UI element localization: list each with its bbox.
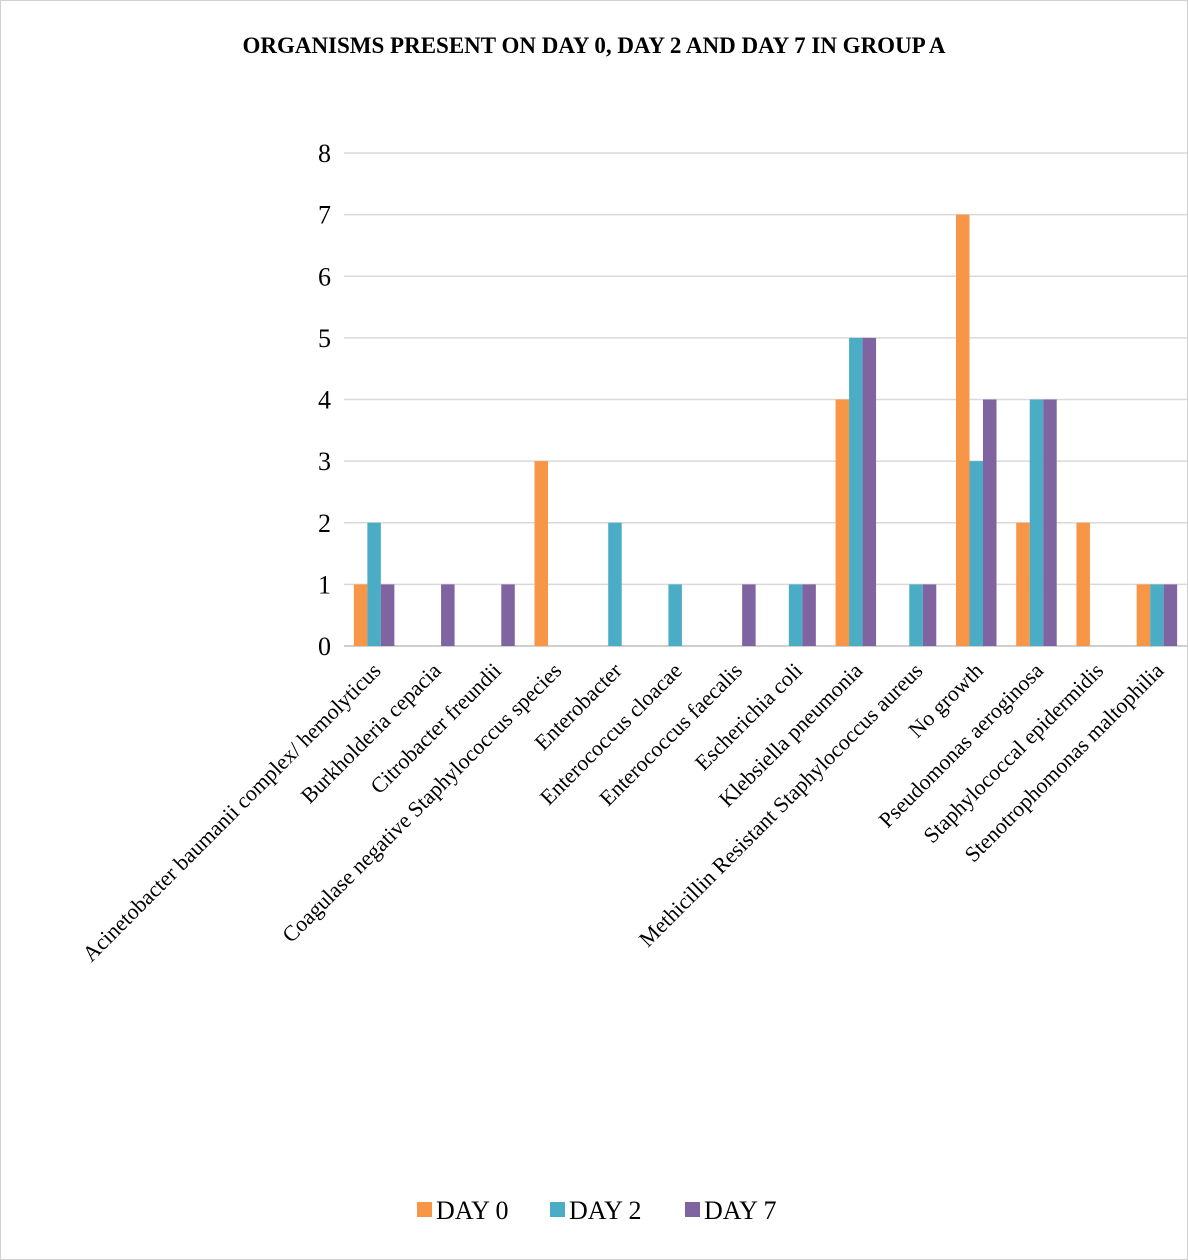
chart-title: ORGANISMS PRESENT ON DAY 0, DAY 2 AND DA… — [242, 33, 945, 58]
bar — [441, 584, 455, 647]
y-axis-ticks: 0 1 2 3 4 5 6 7 8 — [318, 139, 331, 661]
bar — [909, 584, 923, 647]
legend: DAY 0 DAY 2 DAY 7 — [417, 1196, 776, 1225]
bar — [983, 399, 997, 646]
x-tick-label: Escherichia coli — [690, 658, 807, 775]
bar — [1076, 522, 1090, 646]
bar — [802, 584, 816, 647]
bar — [608, 522, 622, 646]
bar — [788, 584, 803, 647]
bar — [862, 337, 877, 647]
bar — [380, 584, 395, 647]
legend-label: DAY 2 — [569, 1196, 641, 1225]
legend-swatch — [685, 1202, 700, 1217]
bars — [353, 214, 1178, 647]
bar — [956, 214, 970, 647]
legend-swatch — [417, 1202, 432, 1217]
legend-label: DAY 7 — [704, 1196, 776, 1225]
x-tick-label: Coagulase negative Staphylococcus specie… — [277, 658, 566, 947]
bar — [501, 584, 515, 647]
legend-label: DAY 0 — [436, 1196, 508, 1225]
bar — [1029, 399, 1044, 646]
bar — [849, 337, 863, 647]
y-tick-label: 0 — [318, 632, 331, 661]
y-tick-label: 3 — [318, 447, 331, 476]
legend-swatch — [550, 1202, 565, 1217]
bar — [534, 461, 548, 647]
x-axis-ticks: Acinetobacter baumanii complex/ hemolyti… — [77, 657, 1168, 966]
bar — [922, 584, 937, 647]
bar — [353, 584, 368, 647]
bar — [668, 584, 682, 647]
bar — [1043, 399, 1057, 646]
bar — [1136, 584, 1151, 647]
y-tick-label: 8 — [318, 139, 331, 168]
gridlines — [344, 152, 1187, 647]
bar — [367, 522, 381, 646]
bar — [1016, 522, 1030, 646]
y-tick-label: 1 — [318, 570, 331, 599]
y-tick-label: 2 — [318, 509, 331, 538]
bar — [969, 461, 983, 647]
bar — [742, 584, 756, 647]
x-tick-label: Acinetobacter baumanii complex/ hemolyti… — [77, 658, 385, 966]
bar — [1150, 584, 1164, 647]
bar — [1163, 584, 1178, 647]
y-tick-label: 7 — [318, 201, 331, 230]
bar — [835, 399, 850, 646]
y-tick-label: 6 — [318, 262, 331, 291]
y-tick-label: 5 — [318, 324, 331, 353]
y-tick-label: 4 — [318, 386, 331, 415]
